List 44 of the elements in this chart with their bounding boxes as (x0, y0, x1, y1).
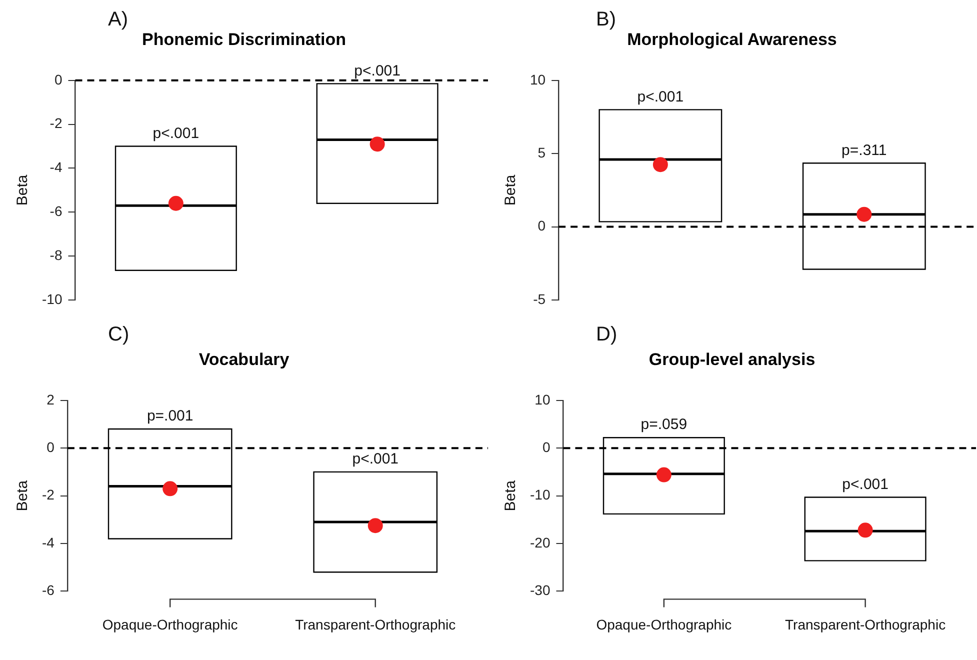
y-axis-title: Beta (502, 480, 520, 512)
y-tick-label: 2 (46, 391, 55, 408)
y-tick-label: 0 (54, 71, 62, 88)
y-tick-label: -4 (42, 534, 55, 550)
y-tick-label: -4 (50, 159, 62, 176)
text: C) (108, 324, 130, 346)
y-tick-label: 0 (46, 438, 55, 455)
y-tick-label: 5 (538, 144, 546, 160)
y-axis-title: Beta (14, 480, 32, 512)
y-tick-label: -20 (530, 534, 550, 550)
x-tick-label: Transparent-Orthographic (295, 616, 456, 632)
y-tick-label: -6 (50, 203, 62, 220)
annotation: p=.001 (146, 408, 194, 425)
annotation: p<.001 (637, 88, 684, 106)
text: B) (596, 8, 616, 31)
y-axis-title: Beta (14, 174, 32, 206)
annotation: p<.001 (352, 450, 399, 468)
y-tick-label: -2 (50, 115, 62, 132)
y-tick-label: -5 (533, 290, 546, 307)
chart-title: Morphological Awareness (627, 30, 837, 49)
x-tick-label: Opaque-Orthographic (596, 616, 732, 632)
y-tick-label: 0 (538, 218, 546, 234)
annotation: p<.001 (842, 476, 888, 493)
chart-title: Vocabulary (198, 350, 290, 369)
y-tick-label: -2 (42, 486, 55, 503)
chart-title: Group-level analysis (648, 350, 816, 369)
x-tick-label: Transparent-Orthographic (785, 616, 946, 632)
y-tick-label: -10 (530, 486, 550, 503)
y-tick-label: -30 (530, 582, 550, 598)
annotation: p=.311 (842, 142, 887, 159)
annotation: p=.059 (640, 416, 688, 434)
y-tick-label: 10 (534, 391, 550, 408)
text: A) (108, 8, 128, 31)
y-tick-label: 0 (542, 438, 550, 455)
y-tick-label: -6 (42, 582, 55, 598)
annotation: p<.001 (354, 62, 400, 80)
annotation: p<.001 (152, 124, 200, 142)
x-tick-label: Opaque-Orthographic (102, 616, 238, 632)
y-tick-label: -10 (42, 290, 62, 307)
y-axis-title: Beta (502, 174, 520, 206)
chart-title: Phonemic Discrimination (142, 30, 346, 49)
text: D) (596, 324, 618, 346)
y-tick-label: -8 (50, 246, 62, 263)
y-tick-label: 10 (530, 71, 546, 88)
